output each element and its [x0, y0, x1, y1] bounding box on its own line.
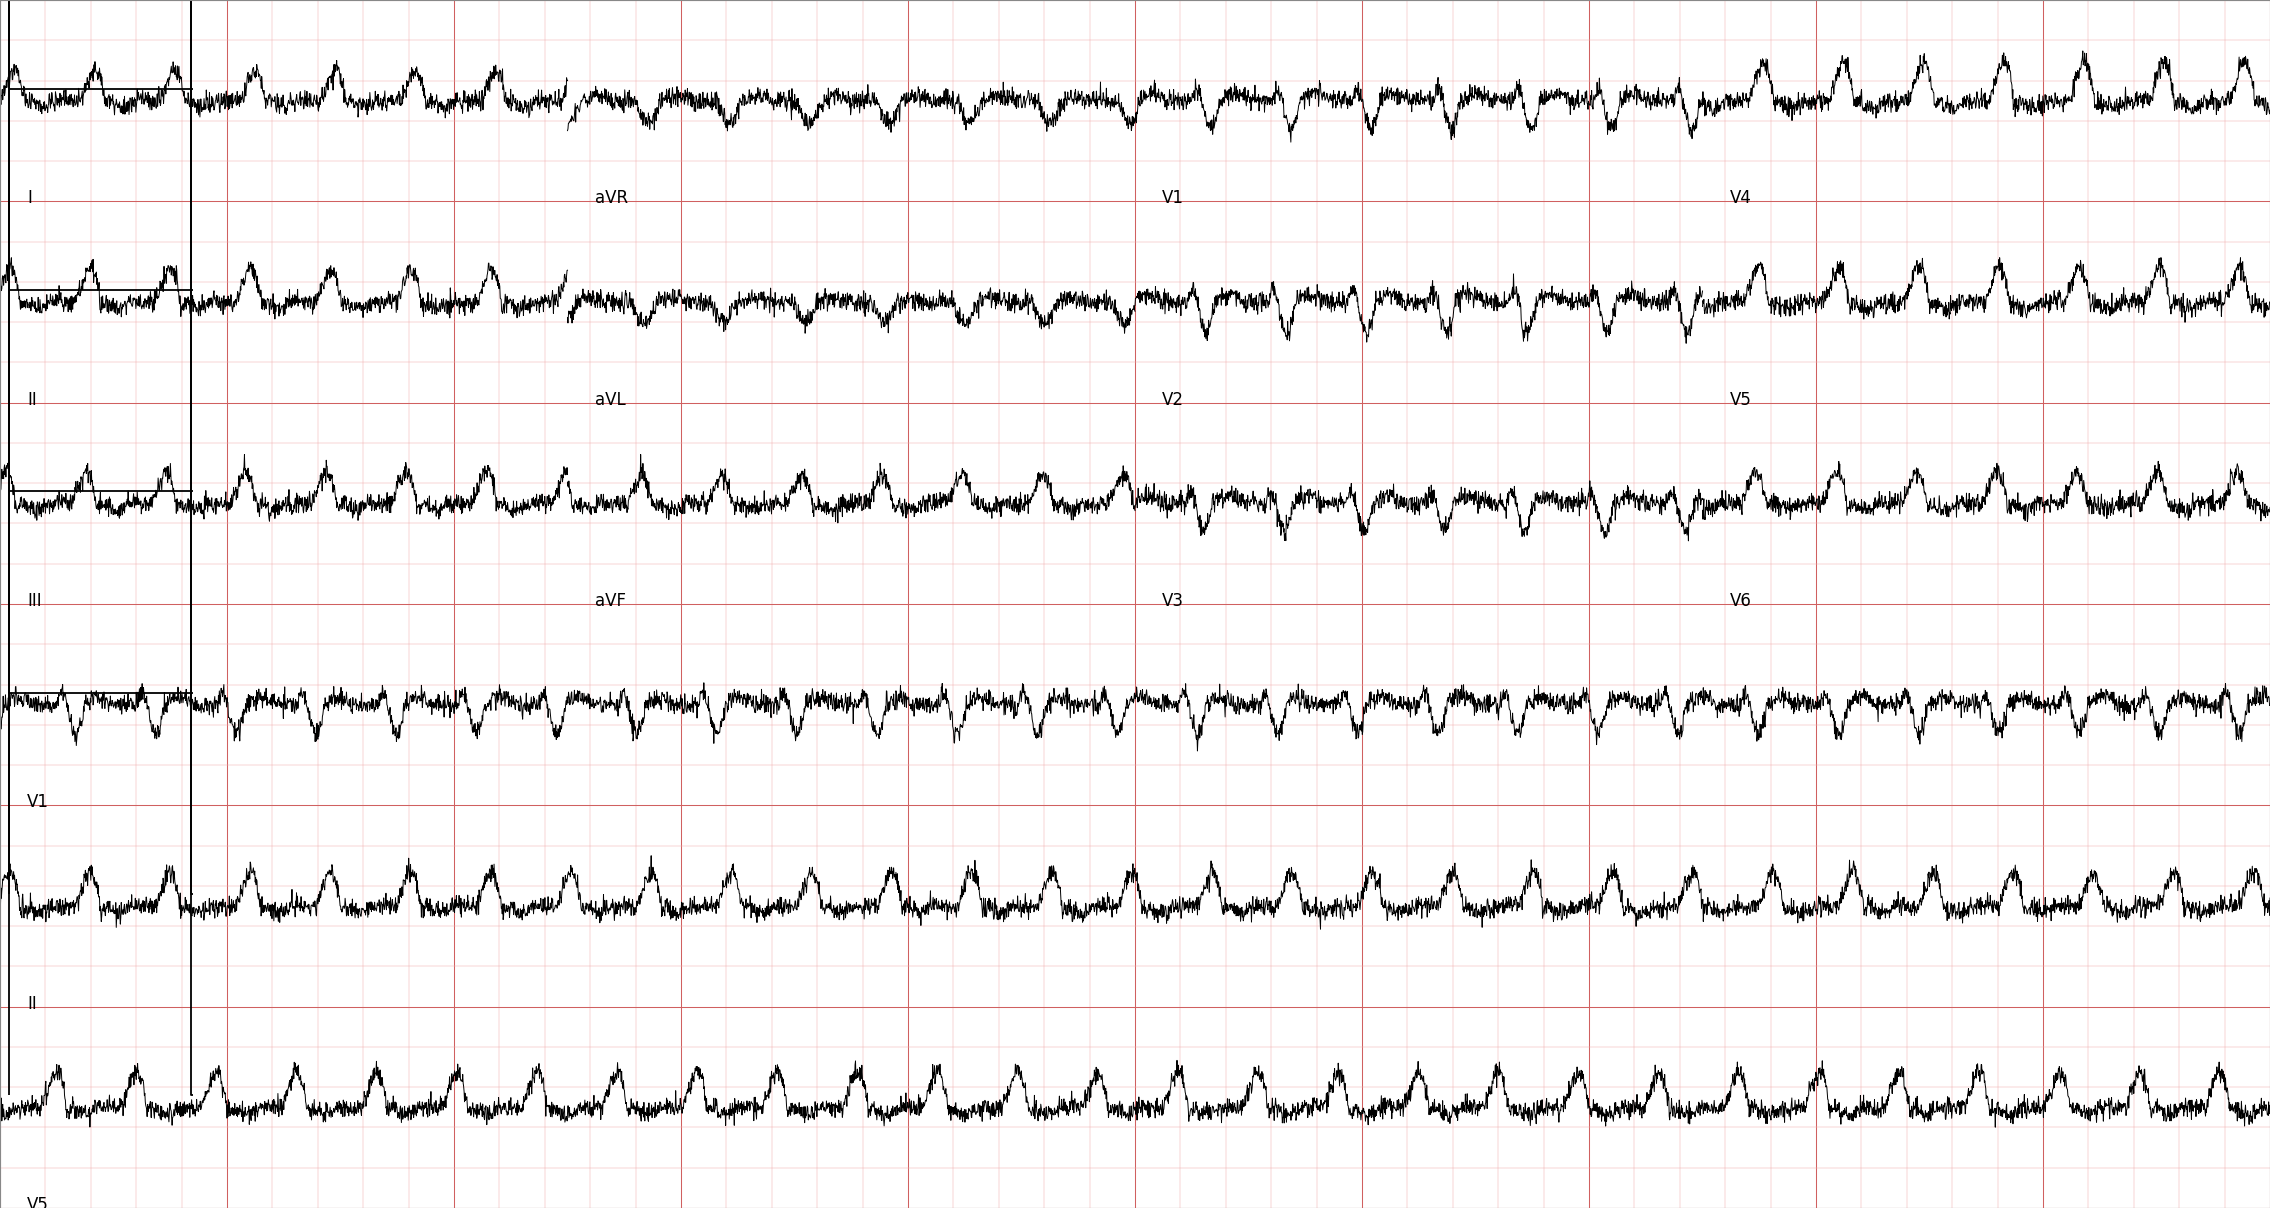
Text: V2: V2: [1162, 390, 1185, 408]
Text: I: I: [27, 190, 32, 208]
Text: aVL: aVL: [595, 390, 627, 408]
Text: V4: V4: [1730, 190, 1752, 208]
Text: V3: V3: [1162, 592, 1185, 610]
Text: V1: V1: [1162, 190, 1185, 208]
Text: aVF: aVF: [595, 592, 627, 610]
Text: II: II: [27, 994, 36, 1012]
Text: aVR: aVR: [595, 190, 629, 208]
Text: V6: V6: [1730, 592, 1752, 610]
Text: V5: V5: [27, 1196, 50, 1208]
Text: II: II: [27, 390, 36, 408]
Text: V1: V1: [27, 794, 50, 812]
Text: III: III: [27, 592, 41, 610]
Text: V5: V5: [1730, 390, 1752, 408]
